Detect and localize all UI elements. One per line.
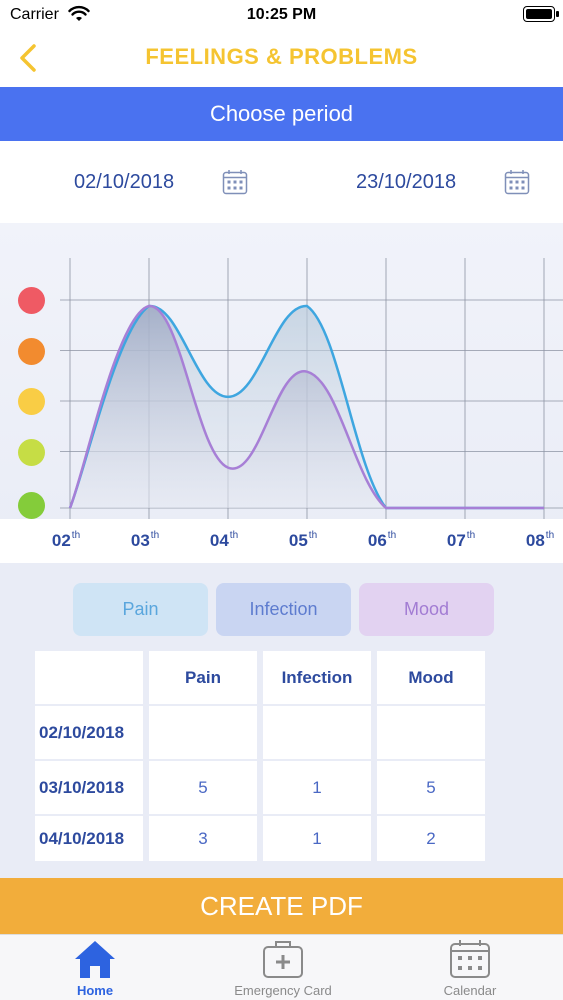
end-date-picker[interactable]: 23/10/2018	[356, 141, 530, 223]
table-cell: 1	[263, 761, 371, 814]
table-cell: 2	[377, 816, 485, 861]
home-icon	[75, 941, 115, 978]
x-tick-label: 06th	[367, 530, 397, 550]
tab-home[interactable]: Home	[25, 939, 165, 999]
x-tick-label: 02th	[51, 530, 81, 550]
x-tick-label: 07th	[446, 530, 476, 550]
page-title: FEELINGS & PROBLEMS	[145, 44, 418, 69]
data-table: Pain Infection Mood 02/10/2018 03/10/201…	[0, 648, 563, 878]
chart-plot	[60, 258, 563, 519]
clock: 10:25 PM	[246, 6, 317, 23]
tab-calendar[interactable]: Calendar	[400, 939, 540, 999]
table-cell: 5	[377, 761, 485, 814]
calendar-icon[interactable]	[504, 169, 530, 195]
table-cell	[377, 706, 485, 759]
tab-label: Calendar	[443, 983, 497, 998]
start-date-picker[interactable]: 02/10/2018	[74, 141, 248, 223]
feelings-chart: 02th 03th 04th 05th 06th 07th 08th	[0, 223, 563, 563]
table-header-infection: Infection	[263, 651, 371, 704]
pain-filter-button[interactable]: Pain	[73, 583, 208, 636]
table-row-date: 03/10/2018	[35, 761, 143, 814]
tab-label: Home	[76, 983, 114, 998]
infection-filter-button[interactable]: Infection	[216, 583, 351, 636]
level-marker	[18, 337, 45, 365]
level-marker	[18, 388, 45, 415]
series-line-1	[68, 304, 544, 510]
table-cell	[263, 706, 371, 759]
tab-emergency-card[interactable]: Emergency Card	[213, 939, 353, 999]
navigation-bar: FEELINGS & PROBLEMS	[0, 30, 563, 87]
calendar-icon[interactable]	[222, 169, 248, 195]
mood-filter-button[interactable]: Mood	[359, 583, 494, 636]
level-marker	[18, 287, 45, 314]
start-date-value: 02/10/2018	[74, 170, 175, 193]
wifi-icon	[68, 5, 90, 21]
series-area-1	[70, 305, 544, 508]
tab-bar: Home Emergency Card Calendar	[0, 934, 563, 1000]
table-header-mood: Mood	[377, 651, 485, 704]
level-marker	[18, 492, 45, 519]
filter-buttons: Pain Infection Mood	[0, 563, 563, 648]
first-aid-kit-icon	[263, 941, 303, 978]
table-header-pain: Pain	[149, 651, 257, 704]
x-tick-label: 05th	[288, 530, 318, 550]
table-cell: 5	[149, 761, 257, 814]
level-marker	[18, 438, 45, 466]
chevron-left-icon[interactable]	[14, 42, 46, 74]
end-date-value: 23/10/2018	[356, 170, 457, 193]
table-cell	[149, 706, 257, 759]
tab-label: Emergency Card	[234, 983, 332, 998]
date-range: 02/10/2018 23/10/2018	[0, 141, 563, 223]
choose-period-header: Choose period	[0, 87, 563, 141]
x-axis: 02th 03th 04th 05th 06th 07th 08th	[0, 519, 563, 563]
carrier-label: Carrier	[10, 6, 59, 23]
create-pdf-button[interactable]: CREATE PDF	[0, 878, 563, 934]
table-cell: 3	[149, 816, 257, 861]
table-corner-cell	[35, 651, 143, 704]
x-tick-label: 03th	[130, 530, 160, 550]
x-tick-label: 04th	[209, 530, 239, 550]
table-cell: 1	[263, 816, 371, 861]
battery-icon	[523, 6, 559, 22]
x-tick-label: 08th	[525, 530, 555, 550]
table-row-date: 02/10/2018	[35, 706, 143, 759]
table-row-date: 04/10/2018	[35, 816, 143, 861]
calendar-icon	[450, 940, 490, 978]
status-bar: Carrier 10:25 PM	[0, 0, 563, 30]
